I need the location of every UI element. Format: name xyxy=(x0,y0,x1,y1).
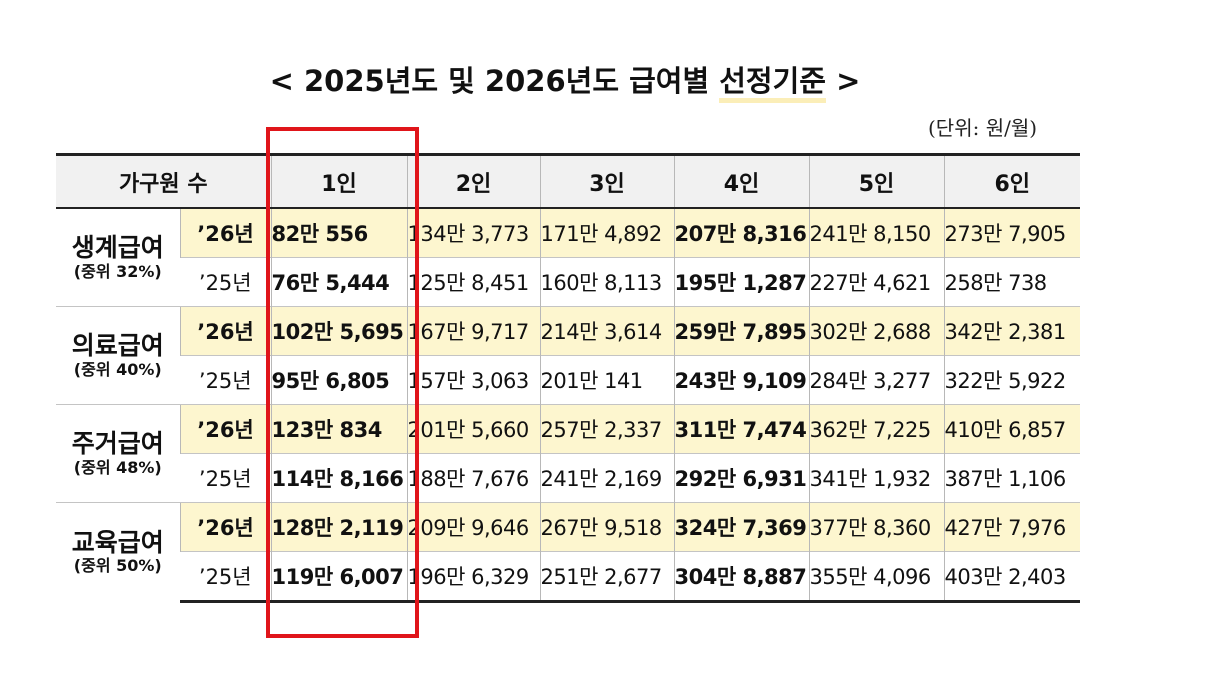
title-prefix: < 2025년도 및 2026년도 급여별 xyxy=(269,64,720,98)
value-cell-5p: 241만 8,150 xyxy=(808,207,944,258)
value-cell-6p: 322만 5,922 xyxy=(943,355,1080,405)
value-cell-2p: 134만 3,773 xyxy=(406,207,540,258)
value-cell-3p: 160만 8,113 xyxy=(539,257,674,307)
table-row: 교육급여 (중위 50%) ’26년 128만 2,119 209만 9,646 267만… xyxy=(56,502,1080,602)
value-cell-6p: 342만 2,381 xyxy=(943,306,1080,356)
benefit-name: 생계급여 xyxy=(71,232,164,262)
value-cell-6p: 387만 1,106 xyxy=(943,453,1080,503)
one-person-highlight-box xyxy=(266,127,419,638)
value-cell-5p: 362만 7,225 xyxy=(808,404,944,454)
value-cell-6p: 427만 7,976 xyxy=(943,502,1080,552)
value-cell-1p: 128만 2,119 xyxy=(270,502,407,552)
title-highlight: 선정기준 xyxy=(719,64,826,103)
value-cell-2p: 209만 9,646 xyxy=(406,502,540,552)
benefit-type-cell: 교육급여 (중위 50%) xyxy=(56,502,180,602)
value-cell-4p: 259만 7,895 xyxy=(673,306,809,356)
value-cell-4p: 207만 8,316 xyxy=(673,207,809,258)
benefit-name: 교육급여 xyxy=(71,527,164,557)
year-cell: ’26년 xyxy=(179,306,271,356)
value-cell-4p: 243만 9,109 xyxy=(673,355,809,405)
header-col-4: 4인 xyxy=(673,153,809,209)
value-cell-2p: 188만 7,676 xyxy=(406,453,540,503)
value-cell-1p: 82만 556 xyxy=(270,207,407,258)
value-cell-6p: 403만 2,403 xyxy=(943,551,1080,603)
value-cell-1p: 119만 6,007 xyxy=(270,551,407,603)
header-col-6: 6인 xyxy=(943,153,1080,209)
value-cell-4p: 304만 8,887 xyxy=(673,551,809,603)
benefit-name: 의료급여 xyxy=(71,330,164,360)
value-cell-2p: 167만 9,717 xyxy=(406,306,540,356)
value-cell-3p: 241만 2,169 xyxy=(539,453,674,503)
value-cell-4p: 311만 7,474 xyxy=(673,404,809,454)
table-row: ’25년 119만 6,007 196만 6,329 251만 2,677 304만 8… xyxy=(56,551,1080,603)
value-cell-1p: 102만 5,695 xyxy=(270,306,407,356)
value-cell-6p: 410만 6,857 xyxy=(943,404,1080,454)
benefit-type-cell: 생계급여 (중위 32%) xyxy=(56,207,180,307)
year-cell: ’26년 xyxy=(179,404,271,454)
value-cell-3p: 201만 141 xyxy=(539,355,674,405)
title-suffix: > xyxy=(825,64,861,98)
year-cell: ’25년 xyxy=(180,257,271,307)
header-col-5: 5인 xyxy=(808,153,944,209)
selection-criteria-table: 가구원 수 1인 2인 3인 4인 5인 6인 생계급여 (중위 32%) ’26년… xyxy=(56,153,1080,603)
value-cell-1p: 95만 6,805 xyxy=(270,355,407,405)
value-cell-5p: 377만 8,360 xyxy=(808,502,944,552)
value-cell-4p: 324만 7,369 xyxy=(673,502,809,552)
value-cell-3p: 251만 2,677 xyxy=(539,551,674,603)
benefit-type-cell: 주거급여 (중위 48%) xyxy=(56,404,180,503)
value-cell-3p: 257만 2,337 xyxy=(539,404,674,454)
value-cell-4p: 292만 6,931 xyxy=(673,453,809,503)
table-row: 주거급여 (중위 48%) ’26년 123만 834 201만 5,660 257만 2… xyxy=(56,404,1080,503)
header-household-size: 가구원 수 xyxy=(56,153,271,209)
header-row: 가구원 수 1인 2인 3인 4인 5인 6인 xyxy=(56,153,1080,209)
header-col-3: 3인 xyxy=(539,153,674,209)
value-cell-2p: 201만 5,660 xyxy=(406,404,540,454)
value-cell-1p: 123만 834 xyxy=(270,404,407,454)
value-cell-1p: 76만 5,444 xyxy=(270,257,407,307)
table-row: ’25년 95만 6,805 157만 3,063 201만 141 243만 9,10… xyxy=(56,355,1080,405)
benefit-median-ratio: (중위 48%) xyxy=(73,457,162,477)
table-row: ’25년 76만 5,444 125만 8,451 160만 8,113 195만 1,… xyxy=(56,257,1080,307)
benefit-type-cell: 의료급여 (중위 40%) xyxy=(56,306,180,405)
value-cell-3p: 267만 9,518 xyxy=(539,502,674,552)
benefit-median-ratio: (중위 50%) xyxy=(73,556,162,576)
value-cell-6p: 258만 738 xyxy=(943,257,1080,307)
value-cell-5p: 341만 1,932 xyxy=(808,453,944,503)
year-cell: ’25년 xyxy=(180,453,271,503)
table-row: ’25년 114만 8,166 188만 7,676 241만 2,169 292만 6… xyxy=(56,453,1080,503)
year-cell: ’26년 xyxy=(179,502,271,552)
value-cell-2p: 196만 6,329 xyxy=(406,551,540,603)
value-cell-5p: 355만 4,096 xyxy=(808,551,944,603)
year-cell: ’26년 xyxy=(179,207,271,258)
benefit-median-ratio: (중위 32%) xyxy=(73,261,162,281)
header-col-1: 1인 xyxy=(270,153,407,209)
value-cell-5p: 302만 2,688 xyxy=(808,306,944,356)
value-cell-5p: 227만 4,621 xyxy=(808,257,944,307)
value-cell-1p: 114만 8,166 xyxy=(270,453,407,503)
value-cell-6p: 273만 7,905 xyxy=(943,207,1080,258)
table-row: 생계급여 (중위 32%) ’26년 82만 556 134만 3,773 171만 4,… xyxy=(56,207,1080,307)
year-cell: ’25년 xyxy=(180,551,271,603)
value-cell-2p: 157만 3,063 xyxy=(406,355,540,405)
unit-label: (단위: 원/월) xyxy=(928,116,1038,140)
value-cell-2p: 125만 8,451 xyxy=(406,257,540,307)
value-cell-3p: 214만 3,614 xyxy=(539,306,674,356)
benefit-name: 주거급여 xyxy=(71,428,164,458)
header-col-2: 2인 xyxy=(406,153,540,209)
value-cell-5p: 284만 3,277 xyxy=(808,355,944,405)
page-title: < 2025년도 및 2026년도 급여별 선정기준 > xyxy=(0,58,1130,103)
benefit-median-ratio: (중위 40%) xyxy=(73,359,162,379)
table-row: 의료급여 (중위 40%) ’26년 102만 5,695 167만 9,717 214만… xyxy=(56,306,1080,405)
value-cell-4p: 195만 1,287 xyxy=(673,257,809,307)
value-cell-3p: 171만 4,892 xyxy=(539,207,674,258)
year-cell: ’25년 xyxy=(180,355,271,405)
